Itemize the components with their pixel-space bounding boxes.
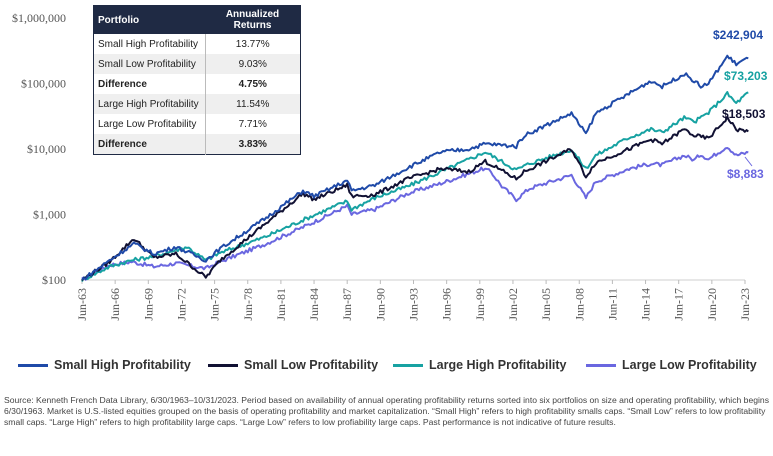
x-tick-label: Jun-69 <box>141 288 155 321</box>
y-tick-label: $1,000 <box>33 208 66 222</box>
y-tick-label: $100,000 <box>21 77 66 91</box>
end-value-label: $242,904 <box>713 28 763 42</box>
row-value: 13.77% <box>204 34 301 54</box>
chart-series <box>81 54 749 282</box>
series-line-large-low-profitability <box>81 147 749 281</box>
x-tick-label: Jun-72 <box>174 288 188 321</box>
end-value-label: $18,503 <box>722 107 766 121</box>
y-tick-label: $10,000 <box>27 142 66 156</box>
source-note: Source: Kenneth French Data Library, 6/3… <box>4 395 769 427</box>
x-tick-label: Jun-66 <box>108 288 122 321</box>
x-tick-label: Jun-84 <box>307 288 321 321</box>
x-tick-label: Jun-87 <box>340 288 354 321</box>
y-tick-label: $100 <box>42 273 66 287</box>
x-tick-label: Jun-81 <box>274 288 288 321</box>
table-row-difference: Difference 3.83% <box>93 134 301 155</box>
end-label-leader <box>744 156 753 167</box>
legend-label: Large High Profitability <box>429 358 567 372</box>
legend-item-large-low: Large Low Profitability <box>586 357 757 373</box>
table-row: Large Low Profitability 7.71% <box>94 114 301 134</box>
row-label: Large Low Profitability <box>98 118 197 130</box>
returns-table: Portfolio Annualized Returns Small High … <box>93 5 301 155</box>
legend-item-small-high: Small High Profitability <box>18 357 191 373</box>
x-tick-label: Jun-08 <box>572 288 586 321</box>
table-row: Small Low Profitability 9.03% <box>93 54 301 74</box>
x-tick-label: Jun-75 <box>208 288 222 321</box>
row-value: 7.71% <box>204 114 301 134</box>
legend-item-small-low: Small Low Profitability <box>208 357 378 373</box>
row-value: 3.83% <box>204 134 301 155</box>
chart-axes: $100 $1,000 $10,000 $100,000 $1,000,000 Jun-6… <box>12 11 752 321</box>
series-line-small-low-profitability <box>81 115 749 282</box>
legend-swatch <box>18 363 48 367</box>
table-row: Large High Profitability 11.54% <box>93 94 301 114</box>
table-row: Small High Profitability 13.77% <box>94 34 301 54</box>
end-value-label: $8,883 <box>727 167 764 181</box>
x-tick-label: Jun-20 <box>705 288 719 321</box>
row-value: 9.03% <box>204 54 301 74</box>
legend-swatch <box>586 363 616 367</box>
x-tick-label: Jun-17 <box>672 288 686 321</box>
growth-chart: $100 $1,000 $10,000 $100,000 $1,000,000 Jun-6… <box>12 11 768 321</box>
x-tick-label: Jun-05 <box>539 288 553 321</box>
row-label: Difference <box>93 134 205 155</box>
legend-swatch <box>208 363 238 367</box>
end-value-label: $73,203 <box>724 69 768 83</box>
row-label: Large High Profitability <box>93 94 205 114</box>
legend-label: Small Low Profitability <box>244 358 379 372</box>
x-tick-label: Jun-23 <box>738 288 752 321</box>
legend-swatch <box>393 363 423 367</box>
row-label: Difference <box>98 78 147 90</box>
legend-label: Small High Profitability <box>54 358 191 372</box>
y-tick-label: $1,000,000 <box>12 11 66 25</box>
chart-legend: Small High Profitability Small Low Profi… <box>18 357 768 373</box>
table-row-difference: Difference 4.75% <box>94 74 301 94</box>
x-tick-label: Jun-11 <box>605 288 619 320</box>
returns-header: Annualized Returns <box>205 5 301 34</box>
row-value: 11.54% <box>204 94 301 114</box>
x-tick-label: Jun-14 <box>639 288 653 321</box>
legend-label: Large Low Profitability <box>622 358 757 372</box>
series-line-small-high-profitability <box>81 54 749 281</box>
x-tick-label: Jun-93 <box>407 288 421 321</box>
row-value: 4.75% <box>204 74 301 94</box>
x-tick-label: Jun-78 <box>241 288 255 321</box>
x-tick-label: Jun-90 <box>373 288 387 321</box>
x-tick-label: Jun-63 <box>75 288 89 321</box>
x-tick-label: Jun-96 <box>440 288 454 321</box>
returns-table-header: Portfolio Annualized Returns <box>93 5 301 34</box>
row-label: Small Low Profitability <box>93 54 205 74</box>
legend-item-large-high: Large High Profitability <box>393 357 567 373</box>
x-tick-label: Jun-99 <box>473 288 487 321</box>
row-label: Small High Profitability <box>98 38 199 50</box>
x-tick-label: Jun-02 <box>506 288 520 321</box>
portfolio-header: Portfolio <box>93 5 205 34</box>
chart-end-labels: $242,904 $73,203 $18,503 $8,883 <box>713 28 768 181</box>
